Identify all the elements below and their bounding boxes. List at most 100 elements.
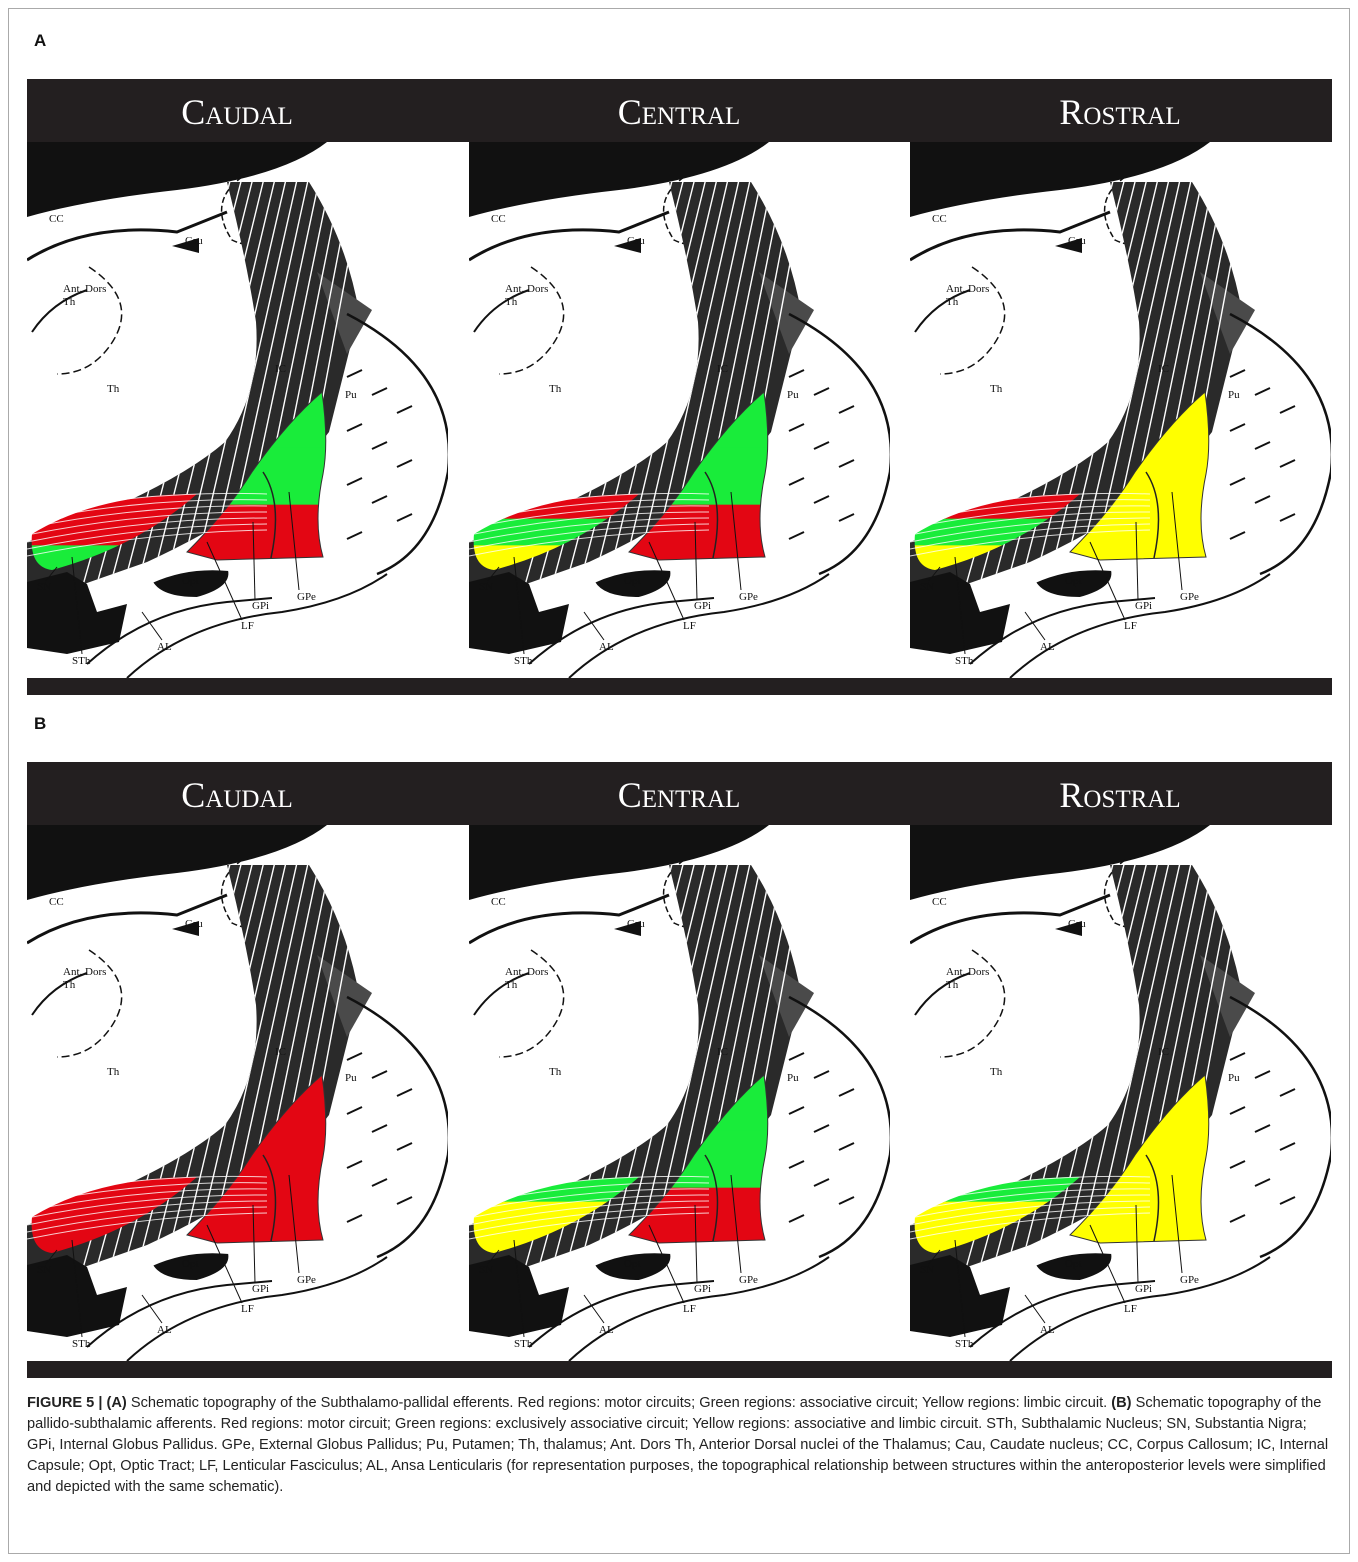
structure-label: Th bbox=[505, 296, 518, 308]
structure-label: Opt bbox=[624, 575, 641, 587]
structure-label: Ant. Dors bbox=[63, 283, 106, 295]
structure-label: Th bbox=[549, 383, 562, 395]
structure-label: AL bbox=[1040, 641, 1055, 653]
structure-label: SN bbox=[37, 1264, 51, 1276]
structure-label: SN bbox=[479, 581, 493, 593]
structure-label: IC bbox=[275, 1046, 286, 1058]
structure-label: GPe bbox=[1180, 1274, 1199, 1286]
structure-label: GPi bbox=[1135, 600, 1152, 612]
structure-label: IC bbox=[275, 363, 286, 375]
structure-label: Pu bbox=[1228, 1072, 1240, 1084]
structure-label: AL bbox=[157, 641, 172, 653]
structure-label: AL bbox=[157, 1324, 172, 1336]
structure-label: IC bbox=[1158, 363, 1169, 375]
part-label: (A) bbox=[107, 1395, 127, 1411]
view-heading: Caudal bbox=[181, 92, 293, 132]
structure-label: Cau bbox=[1068, 918, 1086, 930]
structure-label: AL bbox=[599, 641, 614, 653]
structure-label: STh bbox=[514, 655, 533, 667]
structure-label: CC bbox=[932, 213, 947, 225]
structure-label: CC bbox=[49, 213, 64, 225]
structure-label: Th bbox=[63, 979, 76, 991]
structure-label: Opt bbox=[182, 1258, 199, 1270]
structure-label: IC bbox=[1158, 1046, 1169, 1058]
figure-label: FIGURE 5 | bbox=[27, 1395, 102, 1411]
structure-label: GPi bbox=[694, 600, 711, 612]
structure-label: GPi bbox=[694, 1283, 711, 1295]
panel-label: A bbox=[34, 31, 46, 50]
structure-label: GPe bbox=[739, 591, 758, 603]
structure-label: Th bbox=[990, 383, 1003, 395]
caption-text: Schematic topography of the Subthalamo-p… bbox=[131, 1395, 1107, 1411]
structure-label: Th bbox=[549, 1066, 562, 1078]
structure-label: STh bbox=[514, 1338, 533, 1350]
structure-label: Opt bbox=[1065, 1258, 1082, 1270]
structure-label: Cau bbox=[627, 918, 645, 930]
structure-label: LF bbox=[683, 1303, 696, 1315]
view-heading: Central bbox=[618, 775, 741, 815]
structure-label: STh bbox=[72, 1338, 91, 1350]
structure-label: Opt bbox=[182, 575, 199, 587]
structure-label: Th bbox=[946, 979, 959, 991]
view-heading: Rostral bbox=[1059, 775, 1180, 815]
structure-label: Cau bbox=[185, 918, 203, 930]
structure-label: Ant. Dors bbox=[505, 283, 548, 295]
structure-label: SN bbox=[479, 1264, 493, 1276]
structure-label: Pu bbox=[1228, 389, 1240, 401]
brain-section: CCCauAnt. DorsThThICPuSNOptSThALLFGPiGPe bbox=[469, 142, 891, 678]
structure-label: IC bbox=[717, 1046, 728, 1058]
structure-label: Ant. Dors bbox=[505, 966, 548, 978]
structure-label: GPi bbox=[252, 600, 269, 612]
structure-label: GPe bbox=[739, 1274, 758, 1286]
structure-label: STh bbox=[955, 655, 974, 667]
structure-label: LF bbox=[241, 1303, 254, 1315]
structure-label: LF bbox=[241, 620, 254, 632]
structure-label: LF bbox=[1124, 620, 1137, 632]
structure-label: CC bbox=[49, 896, 64, 908]
structure-label: Pu bbox=[787, 389, 799, 401]
brain-section: CCCauAnt. DorsThThICPuSNOptSThALLFGPiGPe bbox=[910, 825, 1332, 1361]
structure-label: LF bbox=[683, 620, 696, 632]
structure-label: Ant. Dors bbox=[946, 283, 989, 295]
structure-label: LF bbox=[1124, 1303, 1137, 1315]
structure-label: GPe bbox=[297, 591, 316, 603]
structure-label: GPe bbox=[297, 1274, 316, 1286]
structure-label: Opt bbox=[624, 1258, 641, 1270]
structure-label: GPi bbox=[252, 1283, 269, 1295]
footer-bar bbox=[27, 678, 1332, 695]
view-heading: Caudal bbox=[181, 775, 293, 815]
structure-label: GPi bbox=[1135, 1283, 1152, 1295]
footer-bar bbox=[27, 1361, 1332, 1378]
structure-label: Th bbox=[107, 383, 120, 395]
brain-section: CCCauAnt. DorsThThICPuSNOptSThALLFGPiGPe bbox=[469, 825, 891, 1361]
structure-label: SN bbox=[920, 1264, 934, 1276]
structure-label: CC bbox=[932, 896, 947, 908]
structure-label: SN bbox=[37, 581, 51, 593]
structure-label: Th bbox=[946, 296, 959, 308]
structure-label: Pu bbox=[787, 1072, 799, 1084]
structure-label: CC bbox=[491, 896, 506, 908]
structure-label: Th bbox=[107, 1066, 120, 1078]
structure-label: CC bbox=[491, 213, 506, 225]
structure-label: Opt bbox=[1065, 575, 1082, 587]
structure-label: STh bbox=[955, 1338, 974, 1350]
part-label: (B) bbox=[1111, 1395, 1131, 1411]
structure-label: Ant. Dors bbox=[63, 966, 106, 978]
structure-label: Cau bbox=[1068, 235, 1086, 247]
structure-label: Cau bbox=[627, 235, 645, 247]
structure-label: Cau bbox=[185, 235, 203, 247]
structure-label: IC bbox=[717, 363, 728, 375]
brain-section: CCCauAnt. DorsThThICPuSNOptSThALLFGPiGPe bbox=[27, 142, 449, 678]
caption: FIGURE 5 | (A) Schematic topography of t… bbox=[27, 1393, 1332, 1498]
structure-label: Ant. Dors bbox=[946, 966, 989, 978]
page: ACaudalCCCauAnt. DorsThThICPuSNOptSThALL… bbox=[0, 0, 1358, 1562]
structure-label: Th bbox=[63, 296, 76, 308]
structure-label: STh bbox=[72, 655, 91, 667]
structure-label: SN bbox=[920, 581, 934, 593]
view-heading: Central bbox=[618, 92, 741, 132]
structure-label: Pu bbox=[345, 1072, 357, 1084]
view-heading: Rostral bbox=[1059, 92, 1180, 132]
structure-label: AL bbox=[599, 1324, 614, 1336]
